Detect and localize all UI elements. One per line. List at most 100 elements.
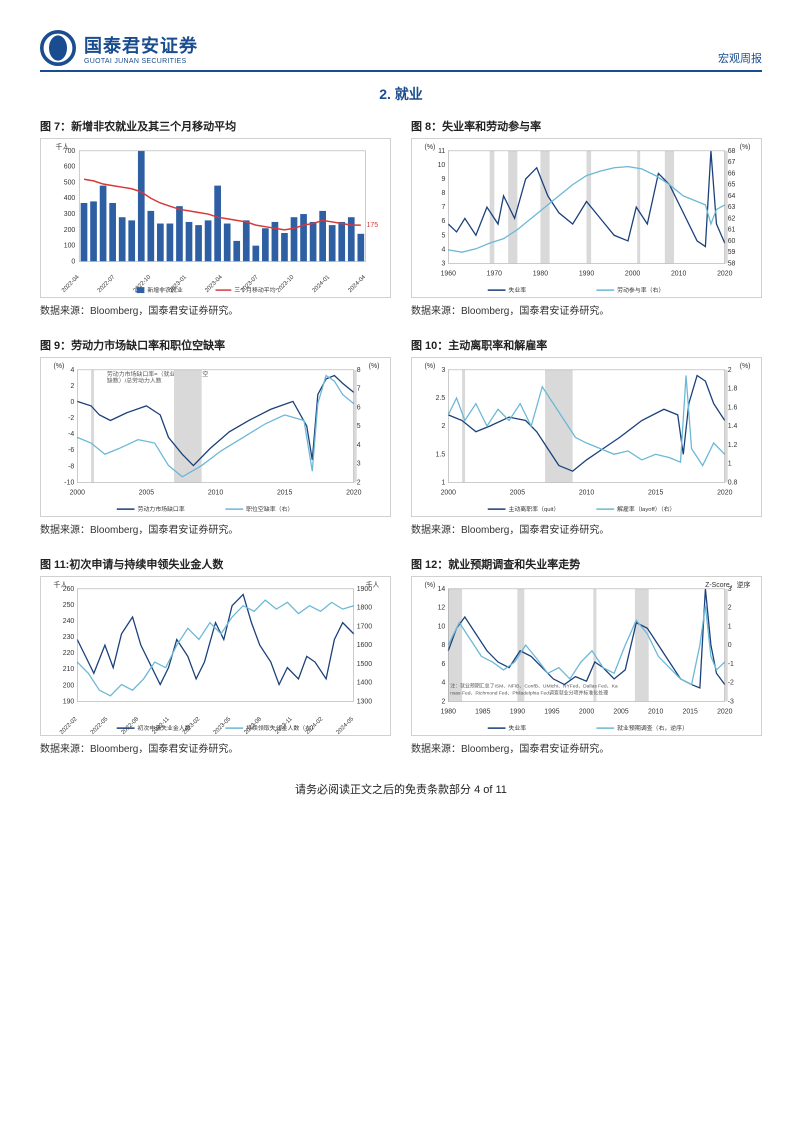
svg-text:1700: 1700 (357, 623, 373, 630)
svg-text:66: 66 (728, 170, 736, 177)
svg-text:8: 8 (441, 190, 445, 197)
svg-text:0: 0 (728, 642, 732, 649)
svg-text:-2: -2 (68, 415, 74, 422)
svg-text:60: 60 (728, 238, 736, 245)
svg-text:1: 1 (441, 479, 445, 486)
logo-block: 国泰君安证券 GUOTAI JUNAN SECURITIES (40, 30, 198, 66)
svg-text:2.5: 2.5 (436, 395, 446, 402)
svg-text:-3: -3 (728, 698, 734, 705)
fig12: 图 12：就业预期调查和失业率走势 (%)Z-Score，逆序246810121… (411, 556, 762, 765)
svg-text:2023-10: 2023-10 (276, 274, 296, 294)
svg-text:2020: 2020 (717, 270, 733, 277)
svg-text:1995: 1995 (544, 708, 560, 715)
svg-text:10: 10 (438, 623, 446, 630)
svg-text:2022-07: 2022-07 (97, 274, 117, 294)
svg-text:9: 9 (441, 176, 445, 183)
svg-text:59: 59 (728, 249, 736, 256)
svg-text:2024-04: 2024-04 (347, 274, 367, 294)
svg-text:4: 4 (441, 680, 445, 687)
svg-text:8: 8 (357, 367, 361, 374)
fig10: 图 10：主动离职率和解雇率 (%)(%)11.522.530.811.21.4… (411, 337, 762, 546)
svg-text:2020: 2020 (717, 708, 733, 715)
svg-text:2020: 2020 (346, 489, 362, 496)
svg-text:260: 260 (63, 586, 75, 593)
svg-text:0: 0 (70, 399, 74, 406)
report-type: 宏观周报 (718, 50, 762, 66)
svg-text:600: 600 (64, 164, 76, 171)
svg-text:2010: 2010 (671, 270, 687, 277)
svg-text:2010: 2010 (648, 708, 664, 715)
company-logo-icon (40, 30, 76, 66)
svg-text:2: 2 (70, 383, 74, 390)
svg-text:2024-05: 2024-05 (336, 716, 356, 735)
svg-text:220: 220 (63, 650, 75, 657)
svg-text:(%): (%) (425, 144, 436, 151)
svg-text:1970: 1970 (487, 270, 503, 277)
svg-text:2023-05: 2023-05 (213, 716, 233, 735)
fig11: 图 11:初次申请与持续申领失业金人数 千人千人1902002102202302… (40, 556, 391, 765)
svg-text:初次申请失业金人数: 初次申请失业金人数 (137, 724, 190, 732)
svg-text:240: 240 (63, 618, 75, 625)
svg-text:-1: -1 (728, 661, 734, 668)
svg-text:67: 67 (728, 159, 736, 166)
svg-text:2: 2 (357, 479, 361, 486)
svg-text:175: 175 (367, 222, 379, 229)
svg-text:63: 63 (728, 204, 736, 211)
svg-text:劳动力市场缺口率: 劳动力市场缺口率 (137, 505, 184, 513)
svg-text:1.4: 1.4 (728, 423, 738, 430)
svg-text:新增非农就业: 新增非农就业 (147, 286, 183, 294)
svg-text:持续领取失业金人数（右）: 持续领取失业金人数（右） (246, 724, 317, 732)
company-name-cn: 国泰君安证券 (84, 32, 198, 58)
svg-text:失业率: 失业率 (508, 724, 526, 732)
svg-text:1.5: 1.5 (436, 451, 446, 458)
svg-text:1.2: 1.2 (728, 442, 738, 449)
svg-text:1800: 1800 (357, 605, 373, 612)
svg-text:-4: -4 (68, 431, 74, 438)
svg-text:6: 6 (441, 218, 445, 225)
svg-text:190: 190 (63, 698, 75, 705)
svg-text:2020: 2020 (717, 489, 733, 496)
svg-text:(%): (%) (54, 363, 65, 370)
svg-text:1500: 1500 (357, 661, 373, 668)
svg-text:65: 65 (728, 182, 736, 189)
svg-text:2000: 2000 (625, 270, 641, 277)
svg-text:4: 4 (441, 246, 445, 253)
svg-text:200: 200 (64, 227, 76, 234)
svg-text:2015: 2015 (683, 708, 699, 715)
svg-text:1: 1 (728, 623, 732, 630)
svg-text:-10: -10 (64, 479, 74, 486)
svg-text:1985: 1985 (475, 708, 491, 715)
svg-text:(%): (%) (740, 363, 751, 370)
svg-text:68: 68 (728, 148, 736, 155)
svg-text:100: 100 (64, 243, 76, 250)
svg-text:4: 4 (357, 442, 361, 449)
page-header: 国泰君安证券 GUOTAI JUNAN SECURITIES 宏观周报 (40, 30, 762, 72)
svg-text:200: 200 (63, 682, 75, 689)
svg-text:1990: 1990 (510, 708, 526, 715)
svg-text:1.6: 1.6 (728, 404, 738, 411)
svg-text:-6: -6 (68, 447, 74, 454)
svg-text:1: 1 (728, 461, 732, 468)
svg-text:300: 300 (64, 211, 76, 218)
svg-text:-8: -8 (68, 463, 74, 470)
svg-text:1300: 1300 (357, 698, 373, 705)
svg-text:0.8: 0.8 (728, 479, 738, 486)
svg-text:6: 6 (357, 404, 361, 411)
svg-text:2000: 2000 (441, 489, 457, 496)
fig7: 图 7：新增非农就业及其三个月移动平均 千人010020030040050060… (40, 118, 391, 327)
company-name-en: GUOTAI JUNAN SECURITIES (84, 58, 198, 65)
svg-text:就业预期调查（右，逆序）: 就业预期调查（右，逆序） (617, 724, 688, 732)
section-title: 2. 就业 (40, 84, 762, 104)
svg-text:1960: 1960 (441, 270, 457, 277)
svg-text:61: 61 (728, 227, 736, 234)
svg-text:-2: -2 (728, 680, 734, 687)
svg-text:(%): (%) (369, 363, 380, 370)
svg-text:3: 3 (357, 461, 361, 468)
svg-text:58: 58 (728, 260, 736, 267)
svg-text:三个月移动平均: 三个月移动平均 (234, 286, 275, 294)
svg-text:6: 6 (441, 661, 445, 668)
svg-text:注：就业预期汇总了ISM、NFIB、ConfB、UMichi: 注：就业预期汇总了ISM、NFIB、ConfB、UMichi、NYFed、Dal… (450, 683, 618, 690)
svg-text:1900: 1900 (357, 586, 373, 593)
svg-text:2023-04: 2023-04 (204, 274, 224, 294)
svg-text:2022-05: 2022-05 (90, 716, 110, 735)
